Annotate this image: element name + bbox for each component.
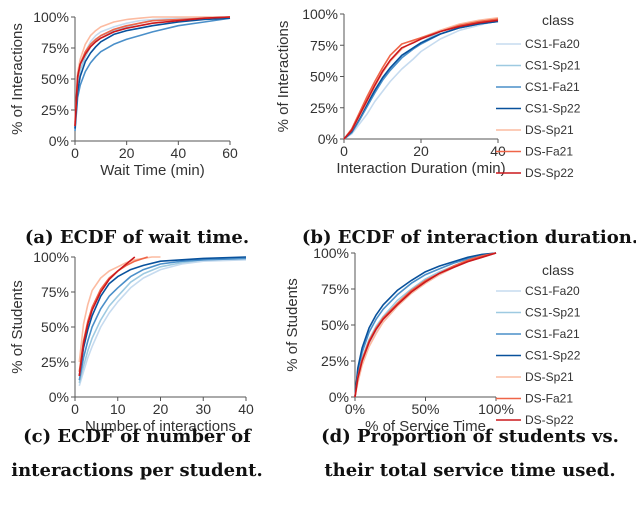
x-axis-title: Wait Time (min) bbox=[100, 162, 204, 179]
y-tick-label: 75% bbox=[321, 281, 349, 297]
y-tick-label: 100% bbox=[313, 245, 349, 261]
y-tick-label: 100% bbox=[302, 6, 338, 22]
series-line-ds-sp22 bbox=[354, 252, 497, 398]
series-line-cs1-fa20 bbox=[74, 16, 230, 129]
x-tick-label: 20 bbox=[119, 145, 135, 161]
y-tick-label: 0% bbox=[49, 389, 69, 405]
legend-label: DS-Sp22 bbox=[525, 413, 574, 427]
panel-caption: interactions per student. bbox=[11, 460, 262, 481]
legend-label: DS-Sp21 bbox=[525, 123, 574, 137]
y-tick-label: 50% bbox=[41, 71, 69, 87]
x-tick-label: 100% bbox=[478, 401, 514, 417]
y-tick-label: 75% bbox=[41, 284, 69, 300]
panel-caption: (d) Proportion of students vs. bbox=[321, 426, 619, 447]
y-axis-title: % of Interactions bbox=[9, 23, 26, 135]
series-line-cs1-sp22 bbox=[78, 256, 247, 377]
y-tick-label: 100% bbox=[33, 249, 69, 265]
series-line-cs1-fa21 bbox=[354, 252, 497, 398]
y-tick-label: 25% bbox=[41, 354, 69, 370]
panel-caption: (c) ECDF of number of bbox=[23, 426, 252, 447]
y-tick-label: 0% bbox=[49, 133, 69, 149]
series-line-cs1-sp22 bbox=[354, 252, 497, 398]
x-tick-label: 20 bbox=[153, 401, 169, 417]
legend-label: CS1-Sp21 bbox=[525, 59, 581, 73]
legend-label: CS1-Fa20 bbox=[525, 284, 580, 298]
series-line-ds-sp22 bbox=[343, 19, 499, 140]
y-tick-label: 0% bbox=[318, 131, 338, 147]
x-tick-label: 10 bbox=[110, 401, 126, 417]
series-line-cs1-fa20 bbox=[343, 19, 499, 140]
series-line-cs1-sp21 bbox=[78, 257, 247, 384]
panel-caption: (b) ECDF of interaction duration. bbox=[302, 227, 636, 248]
legend-label: DS-Fa21 bbox=[525, 392, 573, 406]
y-axis-title: % of Interactions bbox=[275, 21, 292, 133]
legend: class CS1-Fa20 CS1-Sp21 CS1-Fa21 CS1-Sp22 DS-… bbox=[496, 12, 581, 180]
legend-label: CS1-Sp22 bbox=[525, 349, 581, 363]
x-tick-label: 40 bbox=[238, 401, 254, 417]
x-tick-label: 20 bbox=[413, 143, 429, 159]
panel-caption: their total service time used. bbox=[324, 460, 615, 481]
series-line-cs1-fa21 bbox=[74, 17, 231, 132]
y-axis-title: % of Students bbox=[9, 280, 26, 373]
legend-title: class bbox=[542, 12, 574, 28]
chart-panel-d: 0%25%50%75%100%0% 50% 100%% of Service Tim… bbox=[284, 245, 619, 481]
series-line-cs1-sp22 bbox=[74, 17, 231, 129]
legend-label: CS1-Fa21 bbox=[525, 327, 580, 341]
y-tick-label: 0% bbox=[329, 389, 349, 405]
series-line-ds-sp22 bbox=[74, 16, 231, 127]
legend-label: CS1-Sp21 bbox=[525, 306, 581, 320]
x-tick-label: 0% bbox=[345, 401, 365, 417]
legend-title: class bbox=[542, 262, 574, 278]
x-axis-title: Number of interactions bbox=[85, 418, 236, 435]
y-tick-label: 50% bbox=[310, 69, 338, 85]
series-line-ds-sp22 bbox=[78, 256, 136, 377]
y-tick-label: 100% bbox=[33, 9, 69, 25]
legend-label: DS-Sp21 bbox=[525, 370, 574, 384]
legend-label: DS-Fa21 bbox=[525, 145, 573, 159]
y-tick-label: 50% bbox=[41, 319, 69, 335]
series-line-ds-sp21 bbox=[343, 17, 499, 140]
series-line-cs1-fa20 bbox=[78, 259, 247, 387]
x-tick-label: 50% bbox=[411, 401, 439, 417]
chart-panel-a: 0% 25% 50% 75% 100% 0 20 40 60 Wait Time (min) % o… bbox=[9, 9, 249, 248]
legend: class CS1-Fa20 CS1-Sp21 CS1-Fa21 CS1-Sp22 DS-… bbox=[496, 262, 581, 427]
x-tick-label: 30 bbox=[195, 401, 211, 417]
x-tick-label: 0 bbox=[71, 401, 79, 417]
y-axis-title: % of Students bbox=[284, 278, 301, 371]
x-tick-label: 40 bbox=[171, 145, 187, 161]
y-tick-label: 25% bbox=[41, 102, 69, 118]
x-tick-label: 0 bbox=[340, 143, 348, 159]
series-line-cs1-fa21 bbox=[78, 257, 247, 381]
x-tick-label: 60 bbox=[222, 145, 238, 161]
series-line-ds-fa21 bbox=[343, 18, 499, 140]
y-tick-label: 25% bbox=[310, 100, 338, 116]
panel-caption: (a) ECDF of wait time. bbox=[25, 227, 249, 248]
legend-label: CS1-Fa20 bbox=[525, 37, 580, 51]
y-tick-label: 25% bbox=[321, 353, 349, 369]
legend-label: CS1-Fa21 bbox=[525, 80, 580, 94]
y-tick-label: 50% bbox=[321, 317, 349, 333]
x-axis-title: % of Service Time bbox=[365, 418, 486, 435]
series-line-ds-sp21 bbox=[74, 16, 230, 123]
y-tick-label: 75% bbox=[310, 37, 338, 53]
x-tick-label: 0 bbox=[71, 145, 79, 161]
x-axis-title: Interaction Duration (min) bbox=[336, 160, 505, 177]
legend-label: DS-Sp22 bbox=[525, 166, 574, 180]
legend-label: CS1-Sp22 bbox=[525, 102, 581, 116]
y-tick-label: 75% bbox=[41, 40, 69, 56]
